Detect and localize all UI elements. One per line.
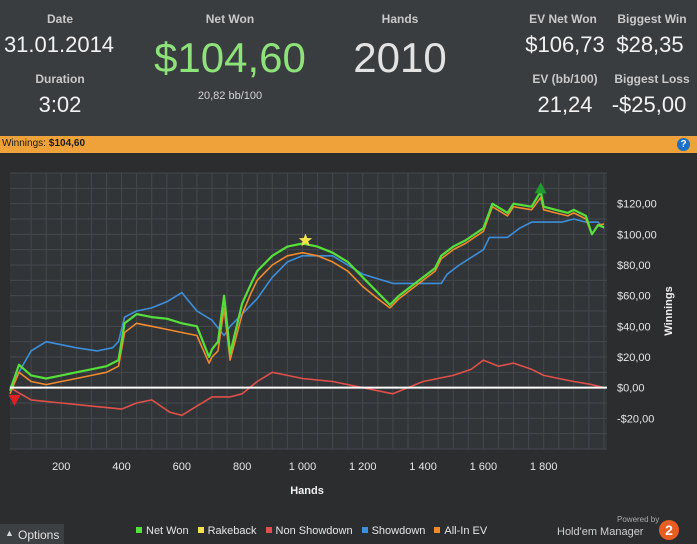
net-won-label: Net Won xyxy=(205,12,255,26)
net-won-value: $104,60 xyxy=(154,34,306,81)
y-tick-label: $120,00 xyxy=(617,199,657,211)
legend-label: All-In EV xyxy=(444,525,488,537)
duration-label: Duration xyxy=(35,72,85,86)
legend-swatch xyxy=(434,527,441,533)
legend-label: Net Won xyxy=(146,525,189,537)
powered-by-text: Powered by xyxy=(617,515,660,524)
legend-item[interactable]: Non Showdown xyxy=(265,525,353,537)
x-tick-label: 1 800 xyxy=(530,461,558,473)
ev-bb-value: 21,24 xyxy=(537,92,593,117)
chart-legend: Net Won Rakeback Non Showdown Showdown All-I… xyxy=(136,525,496,537)
y-axis-ticks: -$20,00 $0,00 $20,00 $40,00 $60,00 $80,00 $100… xyxy=(617,199,657,426)
series-line-all-in-ev xyxy=(9,196,605,395)
ev-bb-label: EV (bb/100) xyxy=(532,72,598,86)
x-tick-label: 1 200 xyxy=(349,461,377,473)
biggest-loss-value: -$25,00 xyxy=(611,92,687,117)
legend-label: Non Showdown xyxy=(275,525,353,537)
legend-label: Showdown xyxy=(371,525,426,537)
chart-series xyxy=(8,190,607,417)
y-tick-label: $20,00 xyxy=(617,352,651,364)
legend-swatch xyxy=(197,527,204,533)
series-line-non-showdown xyxy=(9,359,605,417)
y-tick-label: $60,00 xyxy=(617,291,651,303)
question-icon[interactable]: ? xyxy=(677,138,690,151)
x-tick-label: 400 xyxy=(112,461,130,473)
x-axis-ticks: 200 400 600 800 1 000 1 200 1 400 1 600 1 800 xyxy=(52,461,557,473)
net-won-bb-per-100: 20,82 bb/100 xyxy=(197,90,263,102)
chart-markers xyxy=(8,182,547,406)
session-stats-panel: Date 31.01.2014 Duration 3:02 Net Won $1… xyxy=(0,0,697,136)
y-tick-label: $80,00 xyxy=(617,260,651,272)
y-axis-title: Winnings xyxy=(663,286,675,335)
legend-swatch xyxy=(265,527,272,533)
winnings-graph: 200 400 600 800 1 000 1 200 1 400 1 600 1 800 -$… xyxy=(0,153,697,524)
legend-item[interactable]: Showdown xyxy=(361,525,426,537)
legend-item[interactable]: All-In EV xyxy=(434,525,487,537)
date-label: Date xyxy=(46,12,73,26)
x-tick-label: 1 600 xyxy=(470,461,498,473)
legend-swatch xyxy=(136,527,142,533)
x-tick-label: 200 xyxy=(52,461,70,473)
legend-label: Rakeback xyxy=(207,525,257,537)
chart-grid xyxy=(10,172,607,450)
biggest-win-label: Biggest Win xyxy=(617,12,687,26)
legend-item[interactable]: Rakeback xyxy=(197,525,257,537)
y-tick-label: $0,00 xyxy=(617,383,645,395)
hands-value: 2010 xyxy=(353,34,447,81)
winnings-title-value: $104,60 xyxy=(48,138,86,149)
options-button[interactable]: ▲ Options xyxy=(0,524,64,544)
x-axis-title: Hands xyxy=(290,485,324,497)
biggest-loss-marker xyxy=(8,394,21,406)
ev-net-won-label: EV Net Won xyxy=(529,12,597,26)
biggest-win-marker xyxy=(534,182,547,194)
biggest-win-value: $28,35 xyxy=(616,32,684,57)
ev-net-won-value: $106,73 xyxy=(525,32,605,57)
legend-item[interactable]: Net Won xyxy=(136,525,189,537)
date-value: 31.01.2014 xyxy=(3,32,115,57)
legend-swatch xyxy=(361,527,368,533)
triangle-up-icon: ▲ xyxy=(5,528,14,538)
y-tick-label: -$20,00 xyxy=(617,413,654,425)
y-tick-label: $100,00 xyxy=(617,229,657,241)
winnings-title-label: Winnings: xyxy=(2,138,46,149)
hands-label: Hands xyxy=(381,12,419,26)
x-tick-label: 600 xyxy=(173,461,191,473)
powered-by-logo: Powered by Hold'em Manager 2 xyxy=(557,514,687,542)
x-tick-label: 1 000 xyxy=(289,461,317,473)
x-tick-label: 1 400 xyxy=(409,461,437,473)
x-tick-label: 800 xyxy=(233,461,251,473)
hm2-logo-icon: 2 xyxy=(659,520,679,540)
series-line-showdown xyxy=(9,218,605,389)
y-tick-label: $40,00 xyxy=(617,321,651,333)
winnings-title: Winnings: $104,60 xyxy=(2,138,85,149)
winnings-title-bar: Winnings: $104,60 ? xyxy=(0,136,697,153)
brand-name: Hold'em Manager xyxy=(557,526,644,538)
duration-value: 3:02 xyxy=(38,92,82,117)
series-line-net-won xyxy=(8,190,605,392)
star-marker xyxy=(298,233,313,247)
biggest-loss-label: Biggest Loss xyxy=(614,72,690,86)
options-label: Options xyxy=(18,528,60,542)
